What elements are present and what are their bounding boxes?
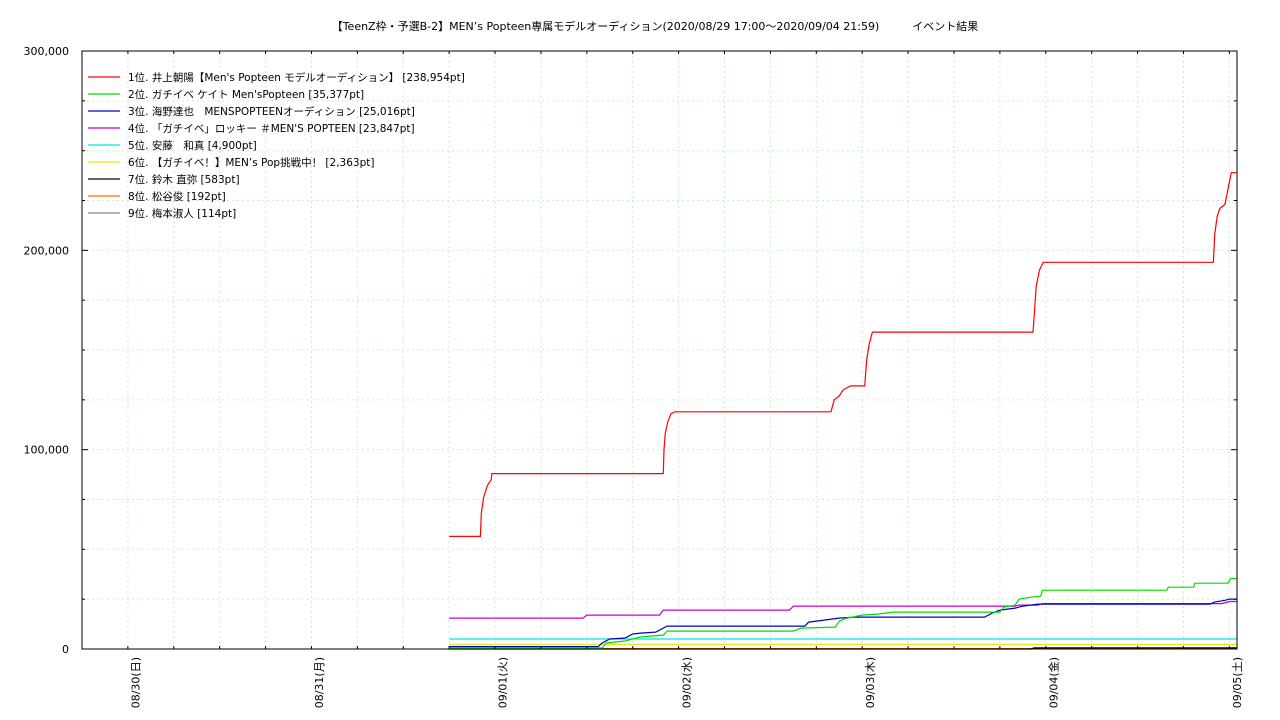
- y-tick-label: 200,000: [24, 244, 70, 257]
- series-lines: [449, 172, 1237, 650]
- legend-item: 3位. 海野達也 MENSPOPTEENオーディション [25,016pt]: [88, 105, 415, 118]
- y-tick-label: 300,000: [24, 45, 70, 58]
- x-tick-label: 09/03(木): [864, 657, 877, 708]
- legend-item: 4位. 「ガチイベ」ロッキー ＃MEN'S POPTEEN [23,847pt]: [88, 122, 415, 135]
- x-tick-label: 09/01(火): [497, 657, 510, 708]
- legend: 1位. 井上朝陽【Men's Popteen モデルオーディション】 [238,…: [88, 71, 465, 220]
- legend-label: 4位. 「ガチイベ」ロッキー ＃MEN'S POPTEEN [23,847pt]: [128, 122, 415, 135]
- legend-label: 7位. 鈴木 直弥 [583pt]: [128, 173, 240, 186]
- legend-label: 8位. 松谷俊 [192pt]: [128, 190, 226, 203]
- legend-item: 6位. 【ガチイベ！】MEN’s Pop挑戦中！ [2,363pt]: [88, 156, 374, 169]
- x-tick-label: 08/31(月): [313, 657, 326, 708]
- series-line: [449, 172, 1237, 538]
- x-tick-label: 08/30(日): [130, 657, 143, 708]
- legend-label: 9位. 梅本淑人 [114pt]: [128, 207, 236, 220]
- x-tick-label: 09/04(金): [1046, 657, 1060, 708]
- y-tick-label: 100,000: [24, 444, 70, 457]
- legend-label: 3位. 海野達也 MENSPOPTEENオーディション [25,016pt]: [128, 105, 415, 118]
- legend-label: 2位. ガチイベ ケイト Men'sPopteen [35,377pt]: [128, 88, 364, 101]
- x-tick-label: 09/05(土): [1231, 657, 1244, 708]
- legend-item: 8位. 松谷俊 [192pt]: [88, 190, 226, 203]
- series-line: [449, 577, 1237, 649]
- legend-label: 5位. 安藤 和真 [4,900pt]: [128, 139, 257, 152]
- legend-item: 5位. 安藤 和真 [4,900pt]: [88, 139, 257, 152]
- legend-item: 1位. 井上朝陽【Men's Popteen モデルオーディション】 [238,…: [88, 71, 465, 84]
- legend-label: 1位. 井上朝陽【Men's Popteen モデルオーディション】 [238,…: [128, 71, 465, 84]
- series-line: [449, 598, 1237, 648]
- y-axis: 0 100,000 200,000 300,000: [24, 45, 1237, 656]
- legend-item: 7位. 鈴木 直弥 [583pt]: [88, 173, 240, 186]
- legend-item: 9位. 梅本淑人 [114pt]: [88, 207, 236, 220]
- legend-label: 6位. 【ガチイベ！】MEN’s Pop挑戦中！ [2,363pt]: [128, 156, 374, 169]
- x-axis: 08/30(日) 08/31(月) 09/01(火) 09/02(水) 09/03(木)…: [81, 51, 1244, 708]
- x-tick-label: 09/02(水): [680, 657, 693, 708]
- legend-item: 2位. ガチイベ ケイト Men'sPopteen [35,377pt]: [88, 88, 364, 101]
- chart-title: 【TeenZ枠・予選B-2】MEN’s Popteen専属モデルオーディション(…: [332, 19, 979, 33]
- y-tick-label: 0: [62, 643, 69, 656]
